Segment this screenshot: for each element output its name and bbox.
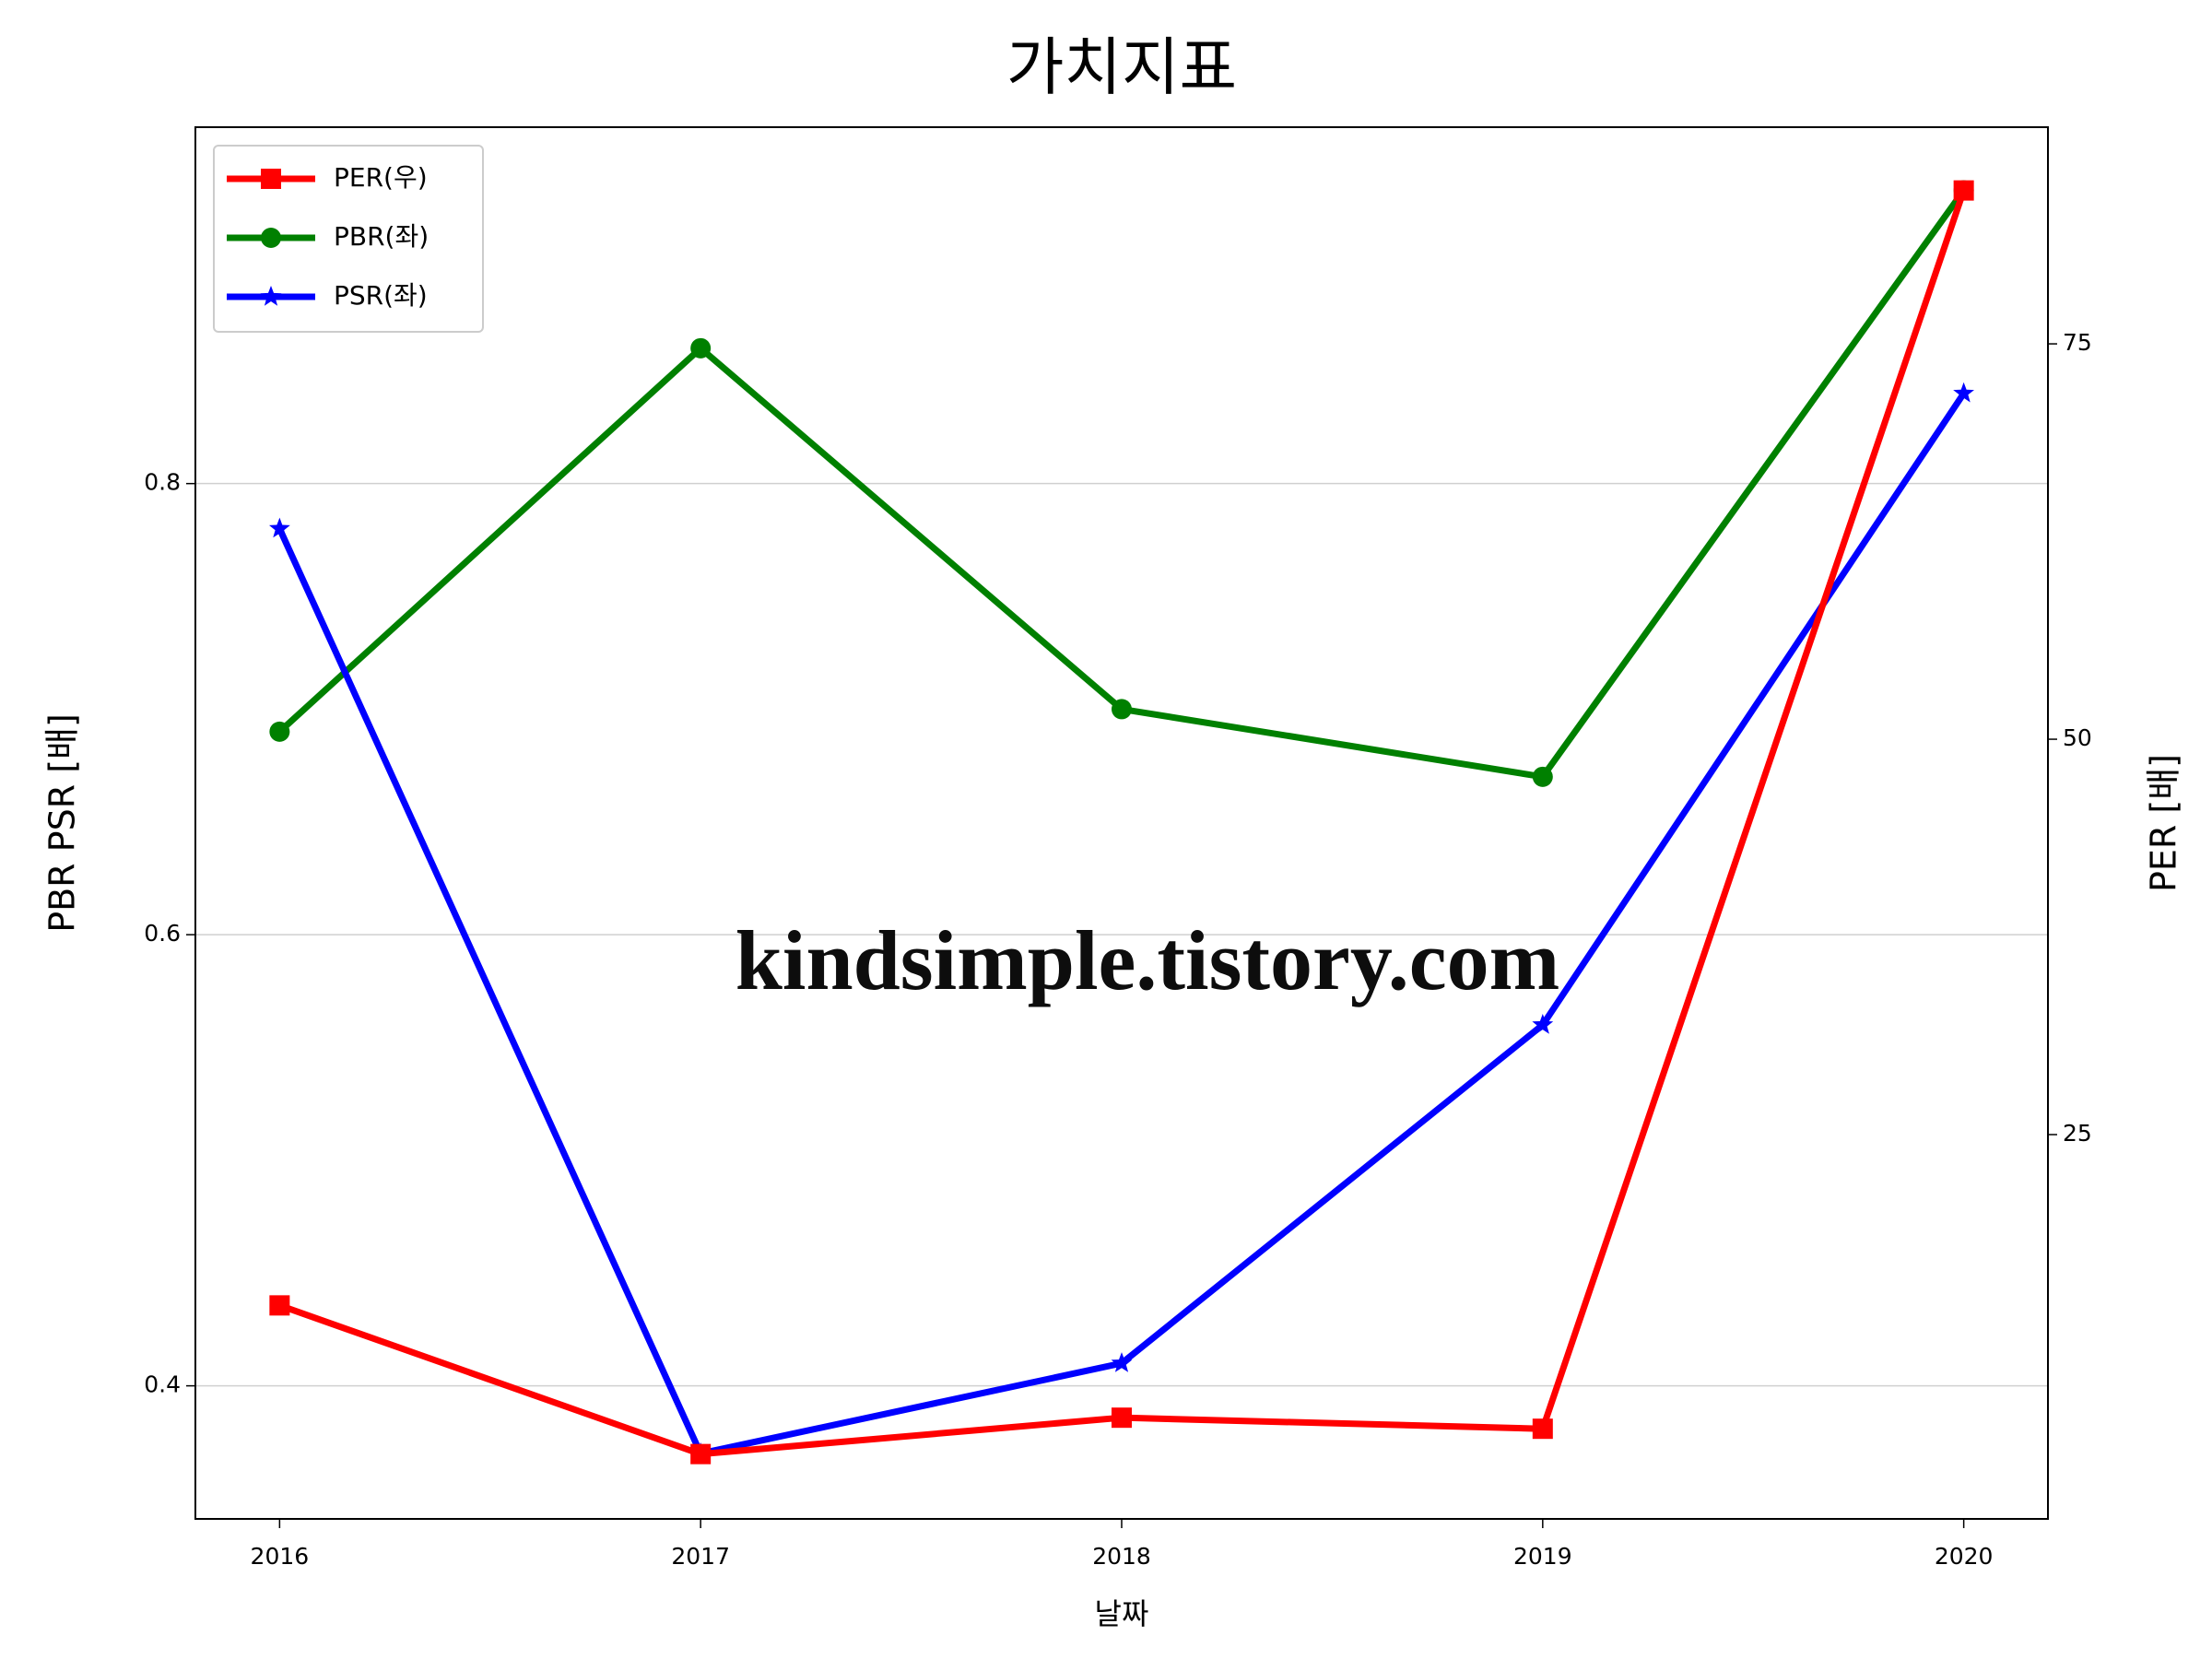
marker [690,337,712,359]
legend-marker [261,228,281,248]
marker [690,1443,712,1465]
legend: PER(우) PBR(좌) PSR(좌) [213,145,484,333]
watermark: kindsimple.tistory.com [735,913,1559,1007]
plot-frame [194,126,2049,1520]
y2-axis-label: PER [배] [2144,754,2184,892]
y2-tick-label: 25 [2063,1120,2092,1147]
marker [1112,699,1132,720]
marker [269,1295,290,1316]
x-axis-label: 날짜 [1095,1596,1149,1631]
legend-label: PSR(좌) [334,280,428,311]
marker [1953,180,1974,201]
legend-label: PER(우) [334,162,428,193]
y-tick-label: 0.4 [144,1371,181,1398]
marker [1532,766,1553,787]
marker [1532,1014,1554,1034]
legend-marker [261,169,281,189]
y-tick-label: 0.8 [144,469,181,496]
x-tick-label: 2020 [1935,1543,1994,1570]
x-tick-label: 2016 [251,1543,310,1570]
marker [269,517,290,538]
legend-label: PBR(좌) [334,221,429,252]
y-tick-label: 0.6 [144,920,181,947]
marker [1532,1418,1553,1440]
x-tick-label: 2019 [1513,1543,1572,1570]
chart-title: 가치지표 [1006,32,1237,105]
y2-tick-label: 75 [2063,329,2092,356]
x-tick-label: 2018 [1092,1543,1151,1570]
marker [1112,1407,1132,1429]
legend-marker [260,286,282,306]
marker [1953,382,1974,403]
legend-box [213,145,484,333]
y2-tick-label: 50 [2063,724,2092,751]
marker [269,721,290,742]
x-tick-label: 2017 [671,1543,730,1570]
marker [1111,1352,1133,1372]
y-axis-label: PBR PSR [배] [42,713,83,933]
